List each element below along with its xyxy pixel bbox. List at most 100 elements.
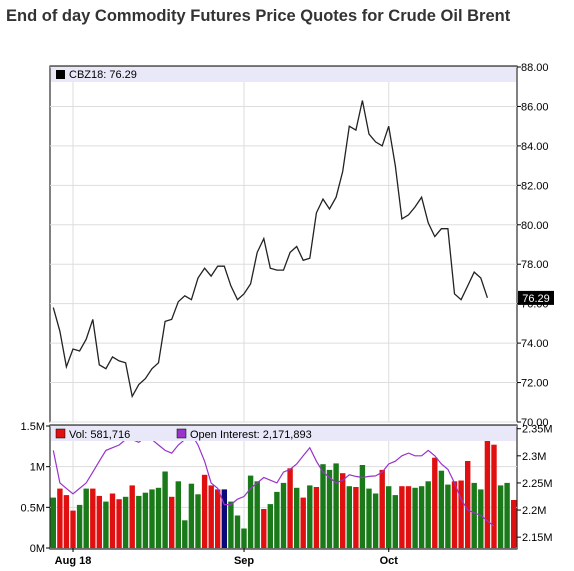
volume-tick-label: 0.5M — [21, 502, 45, 514]
oi-tick-label: 2.25M — [522, 478, 553, 490]
volume-bar — [386, 486, 392, 548]
oi-tick-label: 2.2M — [522, 505, 546, 517]
volume-bar — [313, 487, 320, 548]
price-tick-label: 82.00 — [521, 180, 549, 192]
volume-bar — [142, 492, 149, 548]
volume-bar — [182, 520, 188, 548]
volume-tick-label: 1M — [30, 462, 45, 474]
price-legend-value: 76.29 — [109, 69, 137, 81]
volume-bar — [418, 486, 425, 548]
volume-bar — [155, 487, 162, 548]
price-tick-label: 80.00 — [521, 220, 549, 232]
vol-legend-label: Vol: — [69, 429, 87, 441]
volume-bar — [445, 484, 451, 548]
volume-bar — [504, 482, 510, 548]
volume-bar — [478, 489, 484, 548]
volume-bars — [50, 436, 517, 548]
oi-legend-text: Open Interest: 2,171,893 — [190, 429, 312, 441]
volume-bar — [465, 461, 471, 548]
volume-bar — [208, 485, 214, 548]
open-interest-y-axis: 2.15M 2.2M 2.25M 2.3M 2.35M — [517, 424, 553, 544]
volume-bar — [169, 496, 175, 548]
current-price-marker: 76.29 — [518, 290, 554, 305]
price-legend-text: CBZ18: 76.29 — [69, 69, 137, 81]
volume-bar — [511, 500, 517, 548]
oi-legend-swatch — [176, 428, 187, 439]
volume-tick-label: 0M — [30, 543, 45, 555]
volume-bar — [90, 488, 96, 548]
current-price-label: 76.29 — [522, 293, 550, 305]
price-tick-label: 84.00 — [521, 141, 549, 153]
volume-legend-band — [51, 426, 516, 441]
oi-legend-value: 2,171,893 — [263, 429, 312, 441]
volume-bar — [405, 486, 412, 548]
price-legend-swatch — [56, 70, 65, 79]
volume-bar — [451, 481, 458, 548]
volume-y-axis: 0M 0.5M 1M 1.5M — [21, 421, 50, 555]
volume-bar — [333, 463, 339, 548]
current-price-box — [518, 290, 554, 305]
volume-bar — [63, 495, 70, 548]
oi-tick-label: 2.15M — [522, 532, 553, 544]
volume-bar — [412, 487, 418, 548]
volume-bar — [57, 488, 63, 548]
volume-bar — [254, 481, 260, 548]
volume-bar — [372, 493, 379, 548]
volume-bar — [346, 486, 352, 548]
volume-bar — [215, 489, 221, 548]
volume-bar — [195, 494, 201, 548]
vol-legend-text: Vol: 581,716 — [69, 429, 130, 441]
volume-bar — [76, 504, 83, 548]
volume-bar — [234, 515, 241, 548]
volume-bar — [320, 464, 326, 548]
volume-bar — [287, 468, 293, 548]
volume-bar — [175, 481, 181, 548]
price-y-axis: 70.0072.0074.0076.0078.0080.0082.0084.00… — [517, 62, 549, 429]
price-tick-label: 88.00 — [521, 62, 549, 74]
volume-bar — [274, 491, 280, 548]
price-tick-label: 72.00 — [521, 378, 549, 390]
oi-tick-label: 2.3M — [522, 451, 546, 463]
volume-bar — [221, 489, 227, 548]
x-tick-label: Sep — [234, 555, 254, 567]
volume-bar — [241, 528, 247, 548]
volume-bar — [267, 504, 273, 548]
volume-bar — [497, 485, 504, 548]
volume-bar — [162, 471, 168, 548]
volume-bar — [109, 493, 116, 548]
volume-bar — [70, 510, 76, 548]
price-legend-symbol: CBZ18 — [69, 69, 103, 81]
volume-bar — [201, 474, 208, 548]
volume-bar — [116, 499, 122, 548]
volume-bar — [471, 482, 477, 548]
volume-bar — [425, 481, 431, 548]
vol-legend-swatch — [55, 428, 66, 439]
volume-bar — [432, 457, 438, 548]
volume-bar — [484, 436, 491, 548]
volume-bar — [366, 488, 372, 548]
volume-bar — [122, 496, 129, 548]
volume-bar — [228, 501, 234, 548]
volume-bar — [307, 485, 313, 548]
volume-bar — [438, 470, 445, 548]
volume-bar — [188, 483, 195, 548]
volume-bar — [129, 485, 135, 548]
volume-bar — [399, 486, 405, 548]
price-plot-area — [49, 65, 518, 423]
x-axis: Aug 18 Sep Oct — [55, 548, 398, 567]
volume-bar — [149, 489, 155, 548]
volume-bar — [280, 482, 287, 548]
volume-bar — [247, 475, 254, 548]
page-title: End of day Commodity Futures Price Quote… — [6, 7, 511, 25]
volume-bar — [261, 509, 267, 548]
volume-bar — [103, 501, 109, 548]
x-tick-label: Aug 18 — [55, 555, 92, 567]
price-tick-label: 74.00 — [521, 338, 549, 350]
volume-bar — [392, 495, 398, 548]
volume-bar — [359, 465, 366, 548]
vol-legend-value: 581,716 — [90, 429, 130, 441]
volume-bar — [458, 480, 464, 548]
volume-tick-label: 1.5M — [21, 421, 45, 433]
volume-bar — [300, 497, 306, 548]
